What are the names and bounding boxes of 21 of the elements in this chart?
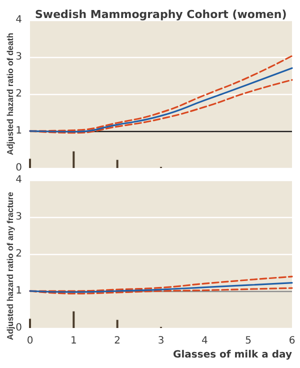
y-tick-label: 3 [16,52,22,62]
x-tick-label: 6 [288,336,296,346]
x-tick-label: 0 [26,336,34,346]
x-tick-label: 5 [245,336,252,346]
y-axis-title: Adjusted hazard ratio of any fracture [5,192,15,340]
x-tick-label: 4 [201,336,208,346]
x-tick-label: 3 [158,336,164,346]
y-tick-label: 3 [16,212,22,222]
chart-title: Swedish Mammography Cohort (women) [35,8,287,21]
y-tick-label: 1 [16,286,22,296]
y-axis-title: Adjusted hazard ratio of death [5,32,15,156]
y-tick-label: 2 [16,248,22,260]
x-tick-label: 1 [70,336,77,346]
y-tick-label: 4 [16,174,22,186]
y-tick-label: 0 [16,162,22,174]
y-tick-label: 2 [16,88,22,100]
y-tick-label: 0 [16,322,22,334]
y-tick-label: 1 [16,126,22,136]
y-tick-label: 4 [16,14,22,26]
x-axis-title: Glasses of milk a day [173,350,292,360]
x-tick-label: 2 [114,336,121,346]
